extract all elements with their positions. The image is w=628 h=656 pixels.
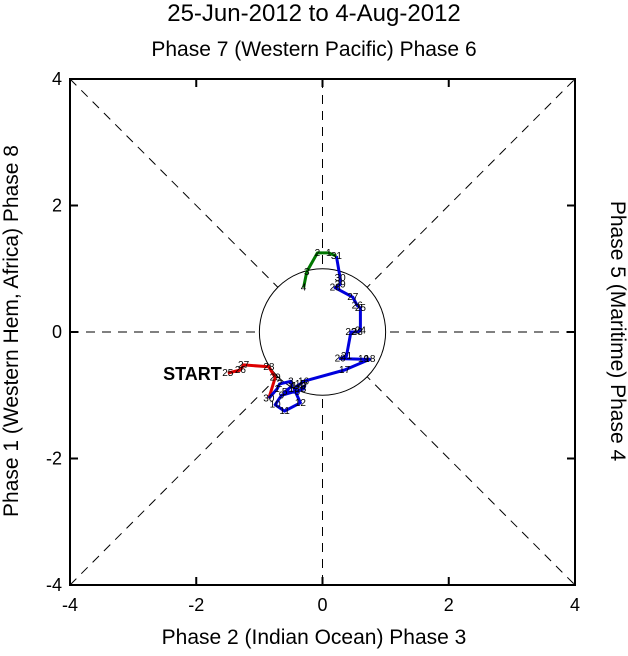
day-label: 24 (355, 326, 367, 337)
day-label: 23 (352, 327, 364, 338)
x-tick-label: 2 (444, 595, 454, 615)
day-label: 4 (301, 283, 307, 294)
day-label: 18 (364, 354, 376, 365)
day-label: 26 (352, 300, 364, 311)
day-label: 8 (301, 384, 307, 395)
day-label: 10 (270, 400, 282, 411)
day-label: 25 (355, 303, 367, 314)
day-label: 1 (326, 248, 332, 259)
day-label: 4 (289, 381, 295, 392)
day-label: 16 (298, 376, 310, 387)
series-line-august (302, 251, 337, 288)
day-label: 15 (295, 379, 307, 390)
chart-title: 25-Jun-2012 to 4-Aug-2012 (167, 0, 461, 27)
day-label: 30 (335, 273, 347, 284)
x-tick-label: -2 (188, 595, 204, 615)
day-label: 30 (263, 393, 275, 404)
day-label: 14 (292, 381, 304, 392)
x-tick-label: 0 (317, 595, 327, 615)
day-label: 19 (358, 354, 370, 365)
day-label: 22 (345, 327, 357, 338)
day-label: 11 (279, 406, 290, 417)
day-label: 26 (235, 365, 247, 376)
day-label: 20 (335, 354, 347, 365)
start-label: START (163, 364, 222, 384)
y-tick-label: 2 (52, 196, 62, 216)
day-label: 2 (277, 379, 283, 390)
series-line-june (227, 363, 277, 399)
day-label: 13 (289, 384, 301, 395)
day-label: 2 (315, 248, 321, 259)
day-label: 28 (263, 362, 275, 373)
day-label: 7 (302, 381, 308, 392)
day-label: 3 (304, 267, 310, 278)
day-label: 12 (295, 398, 307, 409)
x-tick-label: -4 (62, 595, 78, 615)
day-label: 6 (294, 387, 300, 398)
day-label: 25 (222, 368, 234, 379)
x-tick-label: 4 (570, 595, 580, 615)
y-tick-label: 0 (52, 322, 62, 342)
day-label: 29 (335, 280, 347, 291)
plot-frame (69, 78, 576, 586)
day-label: 17 (339, 365, 351, 376)
bottom-phase-label: Phase 2 (Indian Ocean) Phase 3 (161, 626, 467, 649)
series-line-july (267, 255, 372, 413)
day-label: 29 (270, 373, 282, 384)
day-label: 31 (331, 251, 343, 262)
day-label: 27 (238, 360, 250, 371)
day-label: 28 (330, 283, 342, 294)
day-label: 21 (341, 351, 353, 362)
y-tick-label: -4 (46, 575, 62, 595)
day-label: 5 (282, 387, 288, 398)
top-phase-label: Phase 7 (Western Pacific) Phase 6 (151, 38, 477, 61)
day-label: 9 (279, 390, 285, 401)
day-label: 27 (347, 292, 359, 303)
day-label: 1 (274, 384, 280, 395)
day-label: 3 (288, 376, 294, 387)
y-tick-label: -2 (46, 449, 62, 469)
y-tick-label: 4 (52, 69, 62, 89)
